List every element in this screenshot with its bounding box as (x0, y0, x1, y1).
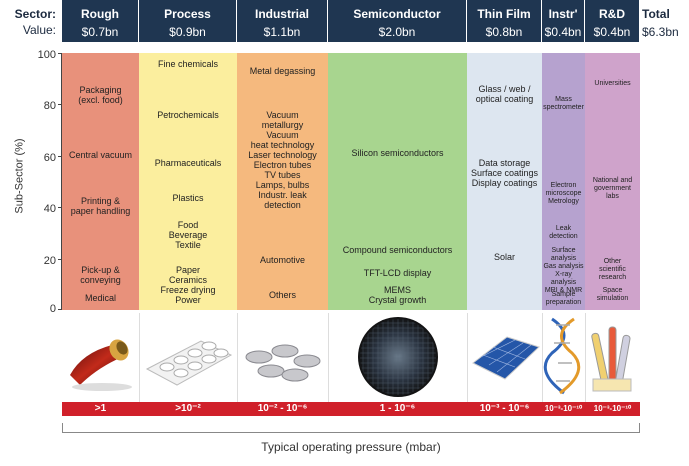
sector-value: $0.9bn (139, 25, 236, 39)
subsector-label: Pick-up & conveying (62, 265, 139, 285)
subsector-label: Universities (585, 80, 640, 88)
sector-name: R&D (585, 7, 639, 21)
pressure-instr: 10⁻³-10⁻¹⁰ (542, 402, 585, 416)
subsector-label: Compound semiconductors (328, 245, 467, 255)
subsector-label: Silicon semiconductors (328, 148, 467, 158)
dna-helix-image (542, 313, 585, 401)
pills-image (139, 313, 237, 401)
subsector-label: Printing & paper handling (62, 196, 139, 216)
pressure-semiconductor: 1 - 10⁻⁶ (328, 402, 467, 416)
subsector-label: TFT-LCD display (328, 268, 467, 278)
subsector-label: Other scientific research (585, 258, 640, 282)
y-tick-80: 80 (44, 100, 56, 112)
sector-band-instr: Mass spectrometer Electron microscope Me… (542, 53, 585, 310)
y-tick-20: 20 (44, 255, 56, 267)
subsector-label: Vacuum metallurgy Vacuum heat technology… (237, 110, 328, 210)
subsector-label: Pharmaceuticals (139, 158, 237, 168)
sector-value: $1.1bn (237, 25, 327, 39)
subsector-label: Food Beverage Textile (139, 220, 237, 250)
x-axis-label: Typical operating pressure (mbar) (62, 440, 640, 454)
solar-panel-image (467, 313, 542, 401)
sector-header-thin-film: Thin Film $0.8bn (467, 0, 542, 42)
subsector-label: Data storage Surface coatings Display co… (467, 158, 542, 188)
sector-band-rough: Packaging (excl. food) Central vacuum Pr… (62, 53, 139, 310)
silicon-wafer-image (328, 313, 467, 401)
sector-label: Sector: (15, 7, 56, 21)
sector-name: Industrial (237, 7, 327, 21)
subsector-label: National and government labs (585, 177, 640, 201)
sector-value: $0.7bn (62, 25, 138, 39)
subsector-label: Mass spectrometer (542, 96, 585, 112)
sector-name: Instr' (542, 7, 584, 21)
total-name: Total (642, 7, 689, 21)
subsector-label: Space simulation (585, 287, 640, 303)
subsector-label: Electron microscope Metrology (542, 182, 585, 206)
pressure-industrial: 10⁻² - 10⁻⁶ (237, 402, 328, 416)
sector-name: Rough (62, 7, 138, 21)
subsector-label: MEMS Crystal growth (328, 285, 467, 305)
sector-value: $0.4bn (542, 25, 584, 39)
subsector-label: Metal degassing (237, 66, 328, 76)
sector-name: Thin Film (467, 7, 541, 21)
sector-header-industrial: Industrial $1.1bn (237, 0, 328, 42)
x-axis-bracket (62, 423, 640, 433)
test-tubes-image (585, 313, 640, 401)
sector-name: Semiconductor (328, 7, 466, 21)
subsector-label: Others (237, 290, 328, 300)
sector-band-rd: Universities National and government lab… (585, 53, 640, 310)
sector-header-rough: Rough $0.7bn (62, 0, 139, 42)
pressure-process: >10⁻² (139, 402, 237, 416)
pressure-rd: 10⁻³-10⁻¹⁰ (585, 402, 640, 416)
subsector-label: Central vacuum (62, 150, 139, 160)
subsector-label: Medical (62, 293, 139, 303)
y-tick-40: 40 (44, 203, 56, 215)
subsector-label: Solar (467, 252, 542, 262)
y-tick-0: 0 (50, 303, 56, 315)
sector-band-process: Fine chemicals Petrochemicals Pharmaceut… (139, 53, 237, 310)
sector-name: Process (139, 7, 236, 21)
sector-header-instr: Instr' $0.4bn (542, 0, 585, 42)
total-value: $6.3bn (642, 25, 689, 39)
value-label: Value: (23, 23, 56, 37)
header-labels: Sector: Value: (0, 0, 60, 42)
subsector-label: Packaging (excl. food) (62, 85, 139, 105)
sector-header-rd: R&D $0.4bn (585, 0, 640, 42)
y-tick-100: 100 (38, 49, 56, 61)
pressure-rough: >1 (62, 402, 139, 416)
subsector-label: Leak detection (542, 225, 585, 241)
total-header: Total $6.3bn (640, 0, 689, 42)
sector-band-industrial: Metal degassing Vacuum metallurgy Vacuum… (237, 53, 328, 310)
subsector-label: Automotive (237, 255, 328, 265)
subsector-label: Sample preparation (542, 291, 585, 307)
sector-value: $0.4bn (585, 25, 639, 39)
sector-value: $2.0bn (328, 25, 466, 39)
sector-header-process: Process $0.9bn (139, 0, 237, 42)
sector-band-thin-film: Glass / web / optical coating Data stora… (467, 53, 542, 310)
subsector-label: Paper Ceramics Freeze drying Power (139, 265, 237, 305)
subsector-label: Petrochemicals (139, 110, 237, 120)
subsector-label: Fine chemicals (139, 59, 237, 69)
sector-value: $0.8bn (467, 25, 541, 39)
y-tick-60: 60 (44, 152, 56, 164)
vacuum-hose-image (62, 313, 139, 401)
y-axis-label: Sub-Sector (%) (14, 138, 26, 213)
subsector-label: Glass / web / optical coating (467, 84, 542, 104)
sector-band-semiconductor: Silicon semiconductors Compound semicond… (328, 53, 467, 310)
pressure-thin-film: 10⁻³ - 10⁻⁶ (467, 402, 542, 416)
metal-discs-image (237, 313, 328, 401)
sector-header-semiconductor: Semiconductor $2.0bn (328, 0, 467, 42)
subsector-label: Surface analysis Gas analysis X-ray anal… (542, 247, 585, 295)
subsector-label: Plastics (139, 193, 237, 203)
